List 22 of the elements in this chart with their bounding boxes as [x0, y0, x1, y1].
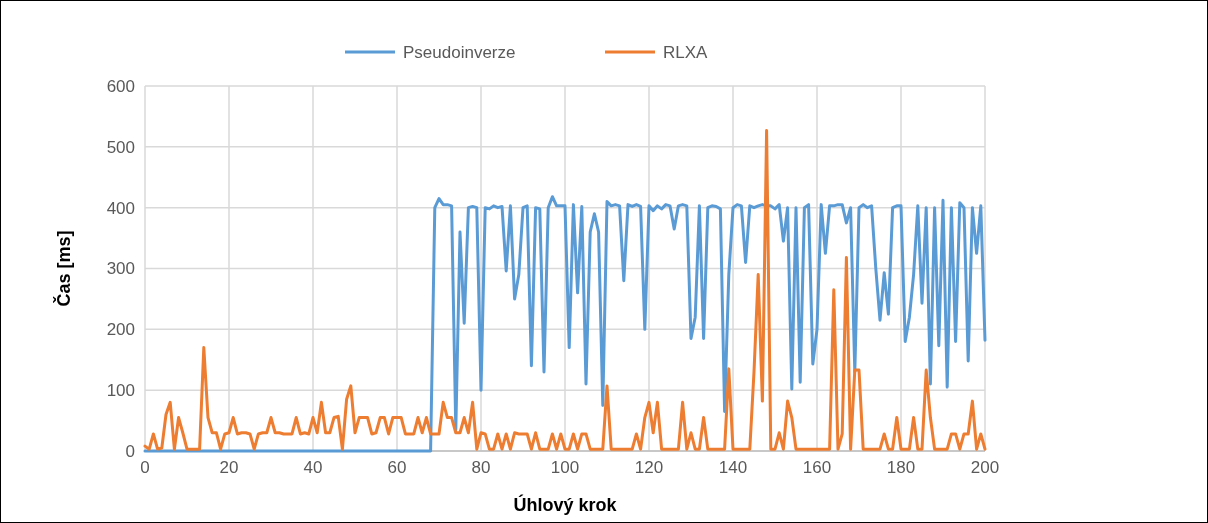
y-tick-label: 200 [106, 320, 135, 340]
legend-label: RLXA [663, 42, 709, 62]
y-tick-label: 500 [106, 137, 135, 157]
x-tick-label: 140 [718, 458, 748, 477]
y-tick-label: 0 [125, 441, 135, 461]
x-axis-title: Úhlový krok [513, 494, 618, 515]
x-tick-label: 180 [886, 458, 916, 477]
x-tick-label: 200 [970, 458, 1000, 477]
x-tick-label: 160 [802, 458, 832, 477]
x-tick-label: 100 [550, 458, 580, 477]
y-axis-title: Čas [ms] [53, 230, 74, 307]
x-tick-label: 0 [140, 458, 150, 477]
legend-label: Pseudoinverze [403, 42, 516, 62]
x-tick-label: 60 [387, 458, 407, 477]
y-tick-label: 400 [106, 198, 135, 218]
x-tick-label: 80 [471, 458, 491, 477]
y-tick-label: 100 [106, 381, 135, 401]
x-tick-label: 120 [634, 458, 664, 477]
y-tick-label: 300 [106, 259, 135, 279]
x-tick-label: 40 [303, 458, 323, 477]
x-tick-label: 20 [219, 458, 239, 477]
y-tick-label: 600 [106, 76, 135, 96]
